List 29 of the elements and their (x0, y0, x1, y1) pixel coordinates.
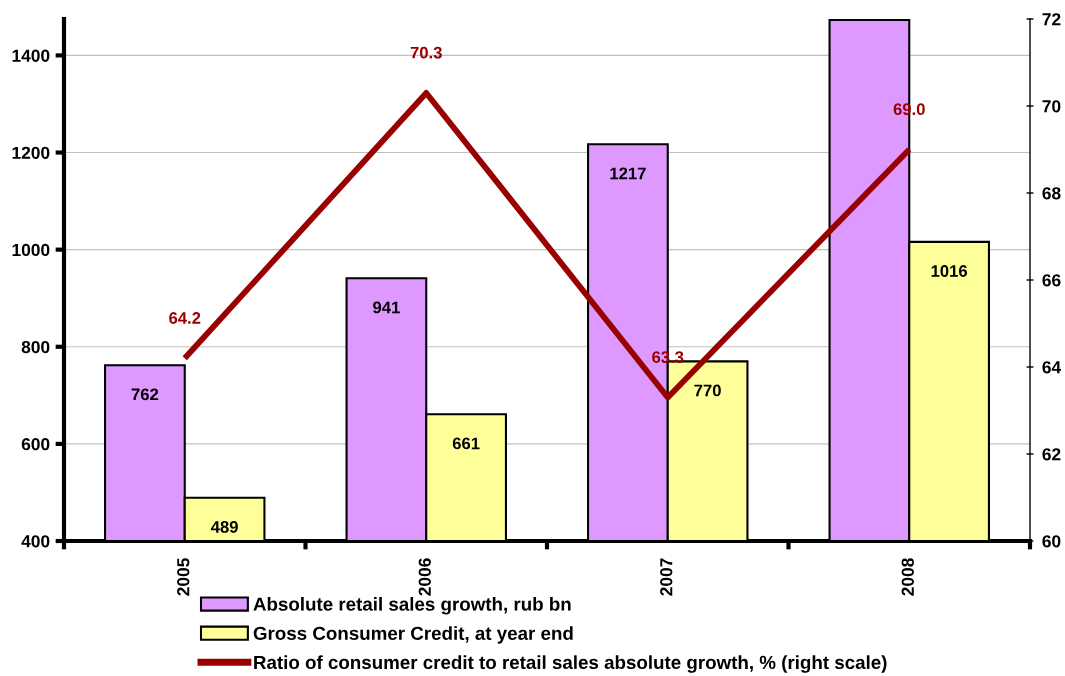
legend-label: Gross Consumer Credit, at year end (253, 626, 573, 644)
data-label: 64.2 (169, 312, 201, 324)
data-label: 661 (452, 437, 480, 450)
x-tick-label: 2006 (418, 558, 431, 596)
y-tick-label: 1400 (12, 49, 50, 62)
y2-tick-label: 62 (1042, 448, 1061, 461)
data-label: 70.3 (410, 46, 442, 59)
y2-tick-label: 60 (1042, 535, 1061, 548)
data-label: 489 (210, 521, 238, 533)
data-label: 762 (131, 388, 159, 401)
y-tick-label: 400 (21, 535, 50, 548)
y2-tick-label: 72 (1042, 13, 1061, 26)
y2-tick-label: 66 (1042, 274, 1061, 287)
y-tick-label: 800 (21, 340, 50, 354)
y2-tick-label: 70 (1042, 100, 1061, 113)
legend-label: Ratio of consumer credit to retail sales absolute growth, % (right scale) (254, 655, 887, 673)
legend-label: Absolute retail sales growth, rub bn (253, 597, 571, 615)
data-label: 1016 (931, 265, 968, 277)
y2-tick-label: 68 (1042, 187, 1061, 200)
y-tick-label: 600 (21, 438, 50, 451)
data-label: 941 (373, 301, 400, 314)
x-tick-label: 2007 (660, 558, 673, 596)
x-tick-label: 2005 (177, 558, 190, 596)
y2-tick-label: 64 (1042, 361, 1062, 374)
y-tick-label: 1000 (12, 243, 50, 257)
x-tick-label: 2008 (901, 558, 914, 596)
data-label: 1217 (610, 167, 646, 180)
data-label: 770 (694, 384, 721, 397)
y-tick-label: 1200 (12, 146, 50, 159)
